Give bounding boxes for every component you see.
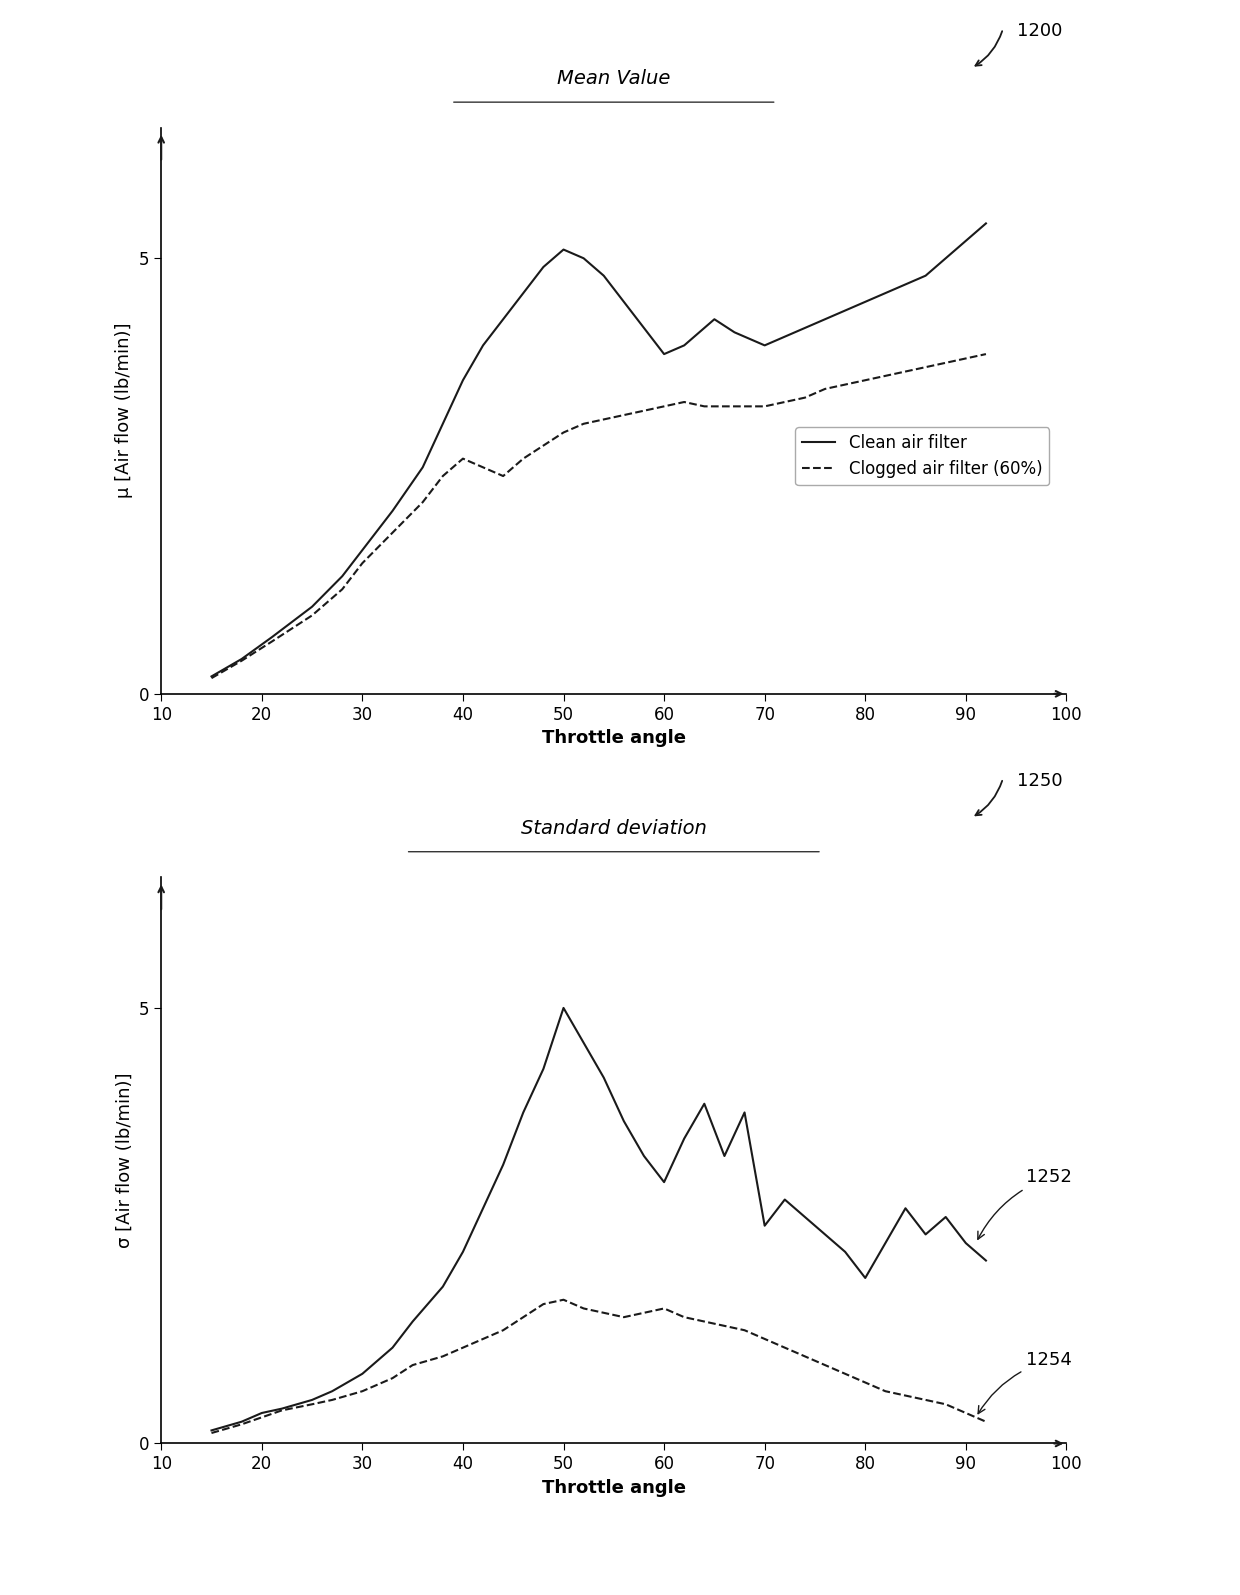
Clogged air filter (60%) — [577, 415, 591, 434]
Clean air filter — [264, 628, 279, 648]
Text: 1254: 1254 — [978, 1351, 1073, 1413]
Y-axis label: σ [Air flow (lb/min)]: σ [Air flow (lb/min)] — [115, 1072, 134, 1249]
Clogged air filter (60%) — [536, 435, 551, 455]
Clean air filter — [657, 345, 672, 364]
Clogged air filter (60%) — [435, 466, 450, 485]
Clean air filter — [797, 319, 812, 338]
Clogged air filter (60%) — [596, 410, 611, 429]
Clean air filter — [707, 309, 722, 329]
Clogged air filter (60%) — [978, 345, 993, 364]
Clogged air filter (60%) — [496, 466, 511, 485]
Text: 1252: 1252 — [978, 1168, 1073, 1239]
Clogged air filter (60%) — [918, 357, 932, 376]
Clogged air filter (60%) — [898, 362, 913, 381]
Clean air filter — [415, 458, 430, 477]
Clogged air filter (60%) — [758, 397, 773, 416]
Clogged air filter (60%) — [205, 668, 219, 687]
Clean air filter — [817, 309, 832, 329]
Clean air filter — [918, 266, 932, 286]
Text: 1250: 1250 — [1017, 772, 1063, 790]
Clogged air filter (60%) — [717, 397, 732, 416]
Clogged air filter (60%) — [355, 553, 370, 573]
Clogged air filter (60%) — [636, 402, 651, 421]
Clean air filter — [858, 292, 873, 311]
Clogged air filter (60%) — [616, 405, 631, 424]
Clean air filter — [878, 284, 893, 303]
X-axis label: Throttle angle: Throttle angle — [542, 729, 686, 746]
Clean air filter — [476, 337, 491, 356]
Clogged air filter (60%) — [858, 370, 873, 389]
Line: Clean air filter: Clean air filter — [212, 223, 986, 676]
Clogged air filter (60%) — [335, 579, 350, 598]
Clogged air filter (60%) — [878, 367, 893, 386]
Clean air filter — [335, 566, 350, 585]
Clean air filter — [758, 337, 773, 356]
Clogged air filter (60%) — [657, 397, 672, 416]
Clean air filter — [536, 257, 551, 276]
Clogged air filter (60%) — [305, 606, 320, 625]
Clean air filter — [516, 284, 531, 303]
Clean air filter — [496, 309, 511, 329]
Y-axis label: μ [Air flow (lb/min)]: μ [Air flow (lb/min)] — [115, 322, 134, 499]
Clean air filter — [959, 231, 973, 250]
Clogged air filter (60%) — [697, 397, 712, 416]
Clogged air filter (60%) — [455, 450, 470, 469]
Clogged air filter (60%) — [386, 523, 401, 542]
Clean air filter — [205, 667, 219, 686]
Clogged air filter (60%) — [516, 450, 531, 469]
Clogged air filter (60%) — [959, 349, 973, 368]
Clogged air filter (60%) — [415, 493, 430, 512]
Clogged air filter (60%) — [264, 632, 279, 651]
Clogged air filter (60%) — [677, 392, 692, 412]
Clean air filter — [435, 415, 450, 434]
Clean air filter — [697, 319, 712, 338]
Clean air filter — [577, 249, 591, 268]
Clean air filter — [616, 292, 631, 311]
Clogged air filter (60%) — [234, 651, 249, 670]
Text: Standard deviation: Standard deviation — [521, 818, 707, 837]
Clogged air filter (60%) — [838, 375, 853, 394]
Clean air filter — [556, 239, 570, 258]
Text: 1200: 1200 — [1017, 22, 1061, 40]
Clean air filter — [727, 322, 742, 341]
Clogged air filter (60%) — [939, 352, 954, 372]
Clogged air filter (60%) — [556, 423, 570, 442]
Legend: Clean air filter, Clogged air filter (60%): Clean air filter, Clogged air filter (60… — [795, 427, 1049, 485]
Clean air filter — [386, 501, 401, 520]
Clogged air filter (60%) — [777, 392, 792, 412]
Clogged air filter (60%) — [737, 397, 751, 416]
Clogged air filter (60%) — [817, 380, 832, 399]
Clean air filter — [234, 649, 249, 668]
Clean air filter — [677, 337, 692, 356]
X-axis label: Throttle angle: Throttle angle — [542, 1479, 686, 1496]
Line: Clogged air filter (60%): Clogged air filter (60%) — [212, 354, 986, 678]
Clean air filter — [596, 266, 611, 286]
Clean air filter — [636, 319, 651, 338]
Clean air filter — [455, 370, 470, 389]
Clogged air filter (60%) — [797, 388, 812, 407]
Clean air filter — [838, 301, 853, 321]
Clean air filter — [355, 541, 370, 560]
Clean air filter — [978, 214, 993, 233]
Text: Mean Value: Mean Value — [557, 69, 671, 88]
Clogged air filter (60%) — [476, 458, 491, 477]
Clean air filter — [939, 249, 954, 268]
Clean air filter — [898, 274, 913, 293]
Clean air filter — [777, 327, 792, 346]
Clean air filter — [305, 597, 320, 616]
